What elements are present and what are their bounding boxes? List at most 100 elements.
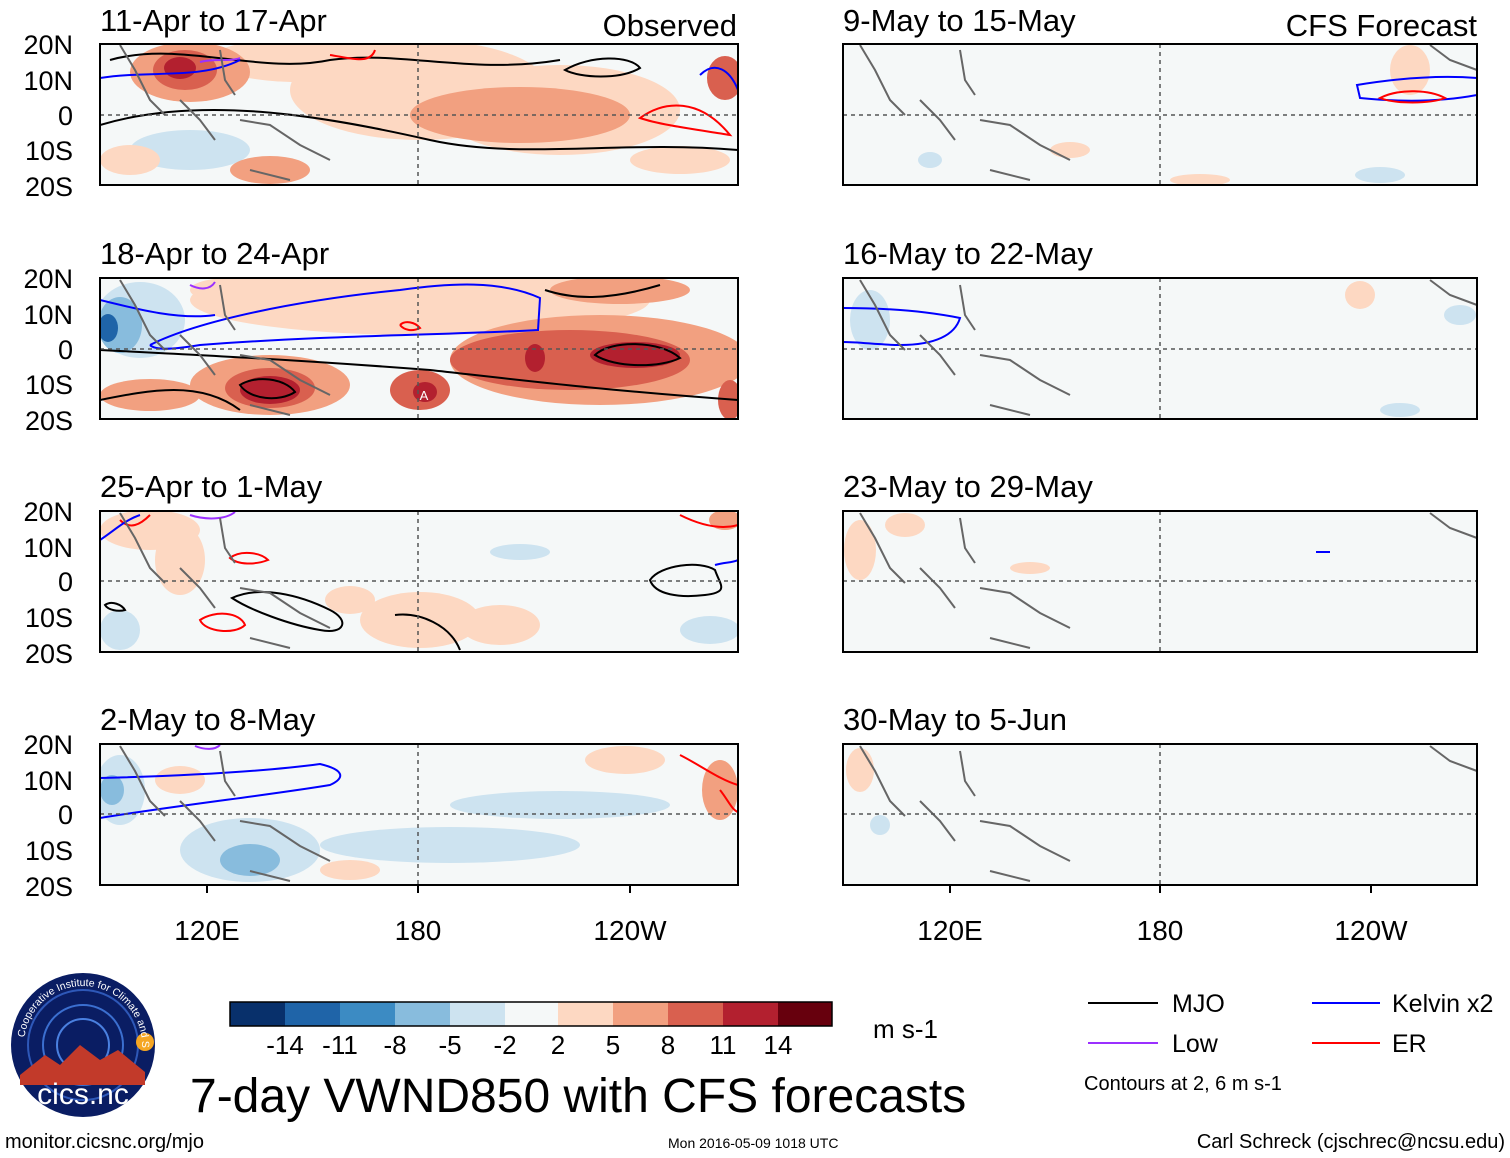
legend-label-er: ER xyxy=(1392,1030,1427,1058)
panel-title-forecast-2: 16-May to 22-May xyxy=(843,236,1093,271)
y-tick-label: 0 xyxy=(58,101,73,131)
coastlines xyxy=(119,745,331,882)
colorbar-label: 11 xyxy=(710,1030,737,1060)
source-url: monitor.cicsnc.org/mjo xyxy=(5,1131,204,1153)
panel-title-observed-4: 2-May to 8-May xyxy=(100,702,316,737)
y-tick-label: 0 xyxy=(58,335,73,365)
panel-observed-1 xyxy=(99,43,739,186)
panel-title-forecast-1: 9-May to 15-May xyxy=(843,3,1076,38)
coastlines xyxy=(859,44,1477,181)
colorbar-label: 2 xyxy=(551,1030,565,1060)
author-credit: Carl Schreck (cjschrec@ncsu.edu) xyxy=(1197,1131,1505,1153)
y-tick-label: 10N xyxy=(23,300,73,330)
y-tick-label: 20S xyxy=(25,872,73,902)
timestamp: Mon 2016-05-09 1018 UTC xyxy=(668,1135,838,1151)
colorbar-label: -5 xyxy=(438,1030,461,1060)
column-header-observed: Observed xyxy=(603,8,737,43)
logo-sun xyxy=(136,1033,154,1051)
y-axis-labels-2: 20N 10N 0 10S 20S xyxy=(23,264,73,436)
contours xyxy=(1355,75,1477,104)
x-tick-label: 120W xyxy=(1334,915,1408,946)
legend-label-mjo: MJO xyxy=(1172,990,1225,1018)
colorbar-swatch xyxy=(778,1002,832,1026)
column-header-forecast: CFS Forecast xyxy=(1286,8,1478,43)
colorbar-label: -2 xyxy=(493,1030,516,1060)
coastlines xyxy=(119,279,331,416)
y-tick-label: 20N xyxy=(23,497,73,527)
contours xyxy=(843,307,962,347)
y-tick-label: 10S xyxy=(25,370,73,400)
coastlines xyxy=(859,745,1477,882)
colorbar-swatch xyxy=(613,1002,668,1026)
y-tick-label: 10N xyxy=(23,533,73,563)
anomaly-shading xyxy=(100,278,738,419)
panel-observed-2: A xyxy=(99,277,739,420)
panel-title-forecast-4: 30-May to 5-Jun xyxy=(843,702,1067,737)
colorbar-label: 8 xyxy=(661,1030,675,1060)
panel-frame xyxy=(842,43,1478,186)
y-tick-label: 10S xyxy=(25,136,73,166)
anomaly-shading xyxy=(918,45,1430,185)
colorbar: -14 -11 -8 -5 -2 2 5 8 11 14 m s-1 xyxy=(229,1001,938,1060)
contours xyxy=(100,281,738,411)
anomaly-shading xyxy=(100,44,738,184)
logo-wordmark: cics.nc xyxy=(37,1078,129,1111)
colorbar-swatch xyxy=(285,1002,340,1026)
panel-forecast-1 xyxy=(842,43,1478,186)
colorbar-label: -14 xyxy=(266,1030,304,1060)
panel-frame xyxy=(99,43,739,186)
legend-label-low: Low xyxy=(1172,1030,1219,1058)
x-axis-forecast: 120E 180 120W xyxy=(917,885,1408,946)
colorbar-labels: -14 -11 -8 -5 -2 2 5 8 11 14 xyxy=(266,1030,792,1060)
colorbar-swatch xyxy=(505,1002,558,1026)
y-tick-label: 20N xyxy=(23,264,73,294)
coastlines xyxy=(859,512,1477,649)
panel-title-observed-3: 25-Apr to 1-May xyxy=(100,469,323,504)
y-axis-labels-1: 20N 10N 0 10S 20S xyxy=(23,30,73,202)
legend: MJO Kelvin x2 Low ER Contours at 2, 6 m … xyxy=(1084,990,1493,1095)
y-tick-label: 0 xyxy=(58,567,73,597)
panel-frame xyxy=(99,510,739,653)
contour-note: Contours at 2, 6 m s-1 xyxy=(1084,1073,1282,1095)
anomaly-shading xyxy=(100,746,738,882)
colorbar-label: -8 xyxy=(383,1030,406,1060)
colorbar-swatch xyxy=(395,1002,450,1026)
panel-frame xyxy=(842,277,1478,420)
y-tick-label: 20N xyxy=(23,730,73,760)
colorbar-swatch xyxy=(340,1002,395,1026)
colorbar-swatch xyxy=(668,1002,723,1026)
contours xyxy=(100,511,738,651)
panel-frame xyxy=(99,277,739,420)
panel-forecast-3 xyxy=(842,510,1478,653)
y-tick-label: 10S xyxy=(25,603,73,633)
y-tick-label: 10S xyxy=(25,836,73,866)
x-tick-label: 120E xyxy=(917,915,982,946)
y-tick-label: 20S xyxy=(25,172,73,202)
panel-forecast-2 xyxy=(842,277,1478,420)
annotation-marker: A xyxy=(420,388,429,403)
y-tick-label: 20S xyxy=(25,406,73,436)
contours xyxy=(100,744,738,819)
legend-label-kelvin: Kelvin x2 xyxy=(1392,990,1493,1018)
x-tick-label: 120E xyxy=(174,915,239,946)
logo-mountains xyxy=(20,1045,145,1085)
panel-title-forecast-3: 23-May to 29-May xyxy=(843,469,1093,504)
x-tick-label: 180 xyxy=(395,915,442,946)
y-tick-label: 0 xyxy=(58,800,73,830)
colorbar-frame xyxy=(229,1001,833,1027)
x-tick-label: 120W xyxy=(593,915,667,946)
y-axis-labels-3: 20N 10N 0 10S 20S xyxy=(23,497,73,669)
y-tick-label: 10N xyxy=(23,766,73,796)
x-axis-observed: 120E 180 120W xyxy=(174,885,667,946)
y-tick-label: 10N xyxy=(23,66,73,96)
panel-title-observed-2: 18-Apr to 24-Apr xyxy=(100,236,329,271)
panel-frame xyxy=(842,510,1478,653)
x-tick-label: 180 xyxy=(1137,915,1184,946)
figure-title: 7-day VWND850 with CFS forecasts xyxy=(190,1070,966,1123)
y-tick-label: 20S xyxy=(25,639,73,669)
colorbar-label: 14 xyxy=(764,1030,793,1060)
y-axis-labels-4: 20N 10N 0 10S 20S xyxy=(23,730,73,902)
panel-observed-4 xyxy=(99,743,739,886)
colorbar-swatch xyxy=(723,1002,778,1026)
